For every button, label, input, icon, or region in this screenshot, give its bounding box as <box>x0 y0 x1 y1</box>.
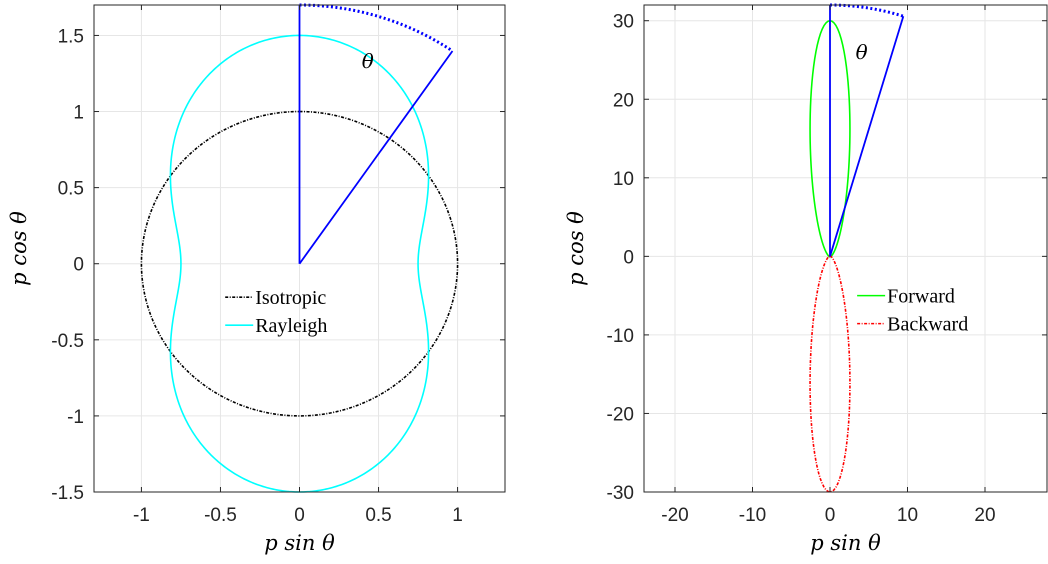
y-tick-label: -1 <box>67 407 84 428</box>
legend-label-isotropic: Isotropic <box>255 287 326 309</box>
legend-label-forward: Forward <box>887 286 955 308</box>
y-tick-label: 0 <box>623 247 634 268</box>
x-tick-label: 20 <box>974 505 995 526</box>
y-tick-label: -10 <box>607 326 634 347</box>
legend-label-rayleigh: Rayleigh <box>255 315 327 337</box>
angle-arc <box>299 3 454 53</box>
y-tick-label: 0 <box>73 255 84 276</box>
x-tick-label: 0.5 <box>365 505 391 526</box>
y-tick-label: -20 <box>607 404 634 425</box>
y-axis-label: p cos θ <box>564 211 588 286</box>
y-tick-label: 20 <box>613 90 634 111</box>
y-tick-label: -1.5 <box>51 483 84 504</box>
x-tick-label: -0.5 <box>204 505 237 526</box>
y-tick-label: 1.5 <box>58 26 84 47</box>
x-axis-label: p sin θ <box>264 531 335 555</box>
x-tick-label: -10 <box>739 505 766 526</box>
y-tick-label: 0.5 <box>58 179 84 200</box>
y-axis-label: p cos θ <box>7 211 31 286</box>
x-tick-label: -20 <box>661 505 688 526</box>
legend-label-backward: Backward <box>887 314 968 336</box>
right-chart: θ -20 -10 0 10 20 -30 -20 -10 0 10 20 30 p sin θ p cos… <box>564 3 1048 555</box>
left-chart: θ -1 -0.5 0 0.5 1 -1.5 -1 -0.5 0 0.5 1 1.5 p sin θ p c… <box>7 3 506 555</box>
theta-label: θ <box>362 49 374 73</box>
y-tick-label: 1 <box>73 103 84 124</box>
angle-arc <box>830 3 904 18</box>
x-tick-label: -1 <box>133 505 150 526</box>
y-tick-label: 10 <box>613 169 634 190</box>
angle-ray-line <box>298 50 454 265</box>
series-line-isotropic <box>140 110 459 417</box>
y-tick-label: -0.5 <box>51 331 84 352</box>
angle-ray-line <box>829 15 905 257</box>
x-tick-label: 0 <box>825 505 836 526</box>
axes-box <box>643 4 1048 493</box>
y-tick-label: 30 <box>613 12 634 33</box>
x-axis-label: p sin θ <box>810 531 881 555</box>
y-tick-label: -30 <box>607 483 634 504</box>
theta-label: θ <box>856 40 868 64</box>
x-tick-label: 10 <box>897 505 918 526</box>
x-tick-label: 0 <box>294 505 305 526</box>
x-tick-label: 1 <box>452 505 463 526</box>
